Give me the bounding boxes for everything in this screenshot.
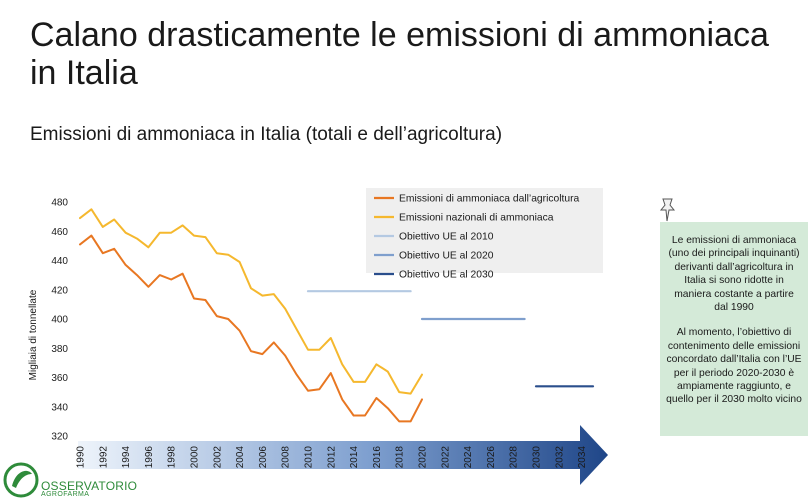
y-tick-label: 420 [51, 285, 68, 296]
logo-mark-icon [3, 462, 39, 498]
pushpin-icon [659, 198, 676, 222]
x-tick-label: 1998 [167, 446, 178, 469]
y-tick-label: 460 [51, 227, 68, 238]
logo-subname: AGROFARMA [41, 491, 90, 498]
timeline-arrow [78, 425, 608, 485]
series-line-1 [79, 234, 423, 423]
x-tick-label: 2026 [486, 446, 497, 469]
x-tick-label: 2018 [395, 446, 406, 469]
series-line-2 [79, 208, 423, 395]
x-tick-label: 1990 [76, 446, 87, 469]
legend-box [366, 188, 603, 273]
chart-subtitle: Emissioni di ammoniaca in Italia (totali… [30, 124, 503, 145]
y-tick-label: 340 [51, 402, 68, 413]
slide-title: Calano drasticamente le emissioni di amm… [30, 16, 769, 92]
logo-name: OSSERVATORIO [41, 479, 138, 493]
x-tick-label: 2012 [326, 446, 337, 469]
y-axis-label: Migliaia di tonnellate [28, 289, 39, 380]
x-tick-label: 2016 [372, 446, 383, 469]
note-paragraph-1: Le emissioni di ammoniaca (uno dei princ… [668, 235, 800, 314]
x-tick-label: 2030 [532, 446, 543, 469]
y-tick-label: 320 [51, 432, 68, 443]
x-tick-label: 2008 [281, 446, 292, 469]
x-tick-label: 2002 [212, 446, 223, 469]
x-tick-label: 2022 [440, 446, 451, 469]
y-tick-label: 480 [51, 198, 68, 209]
info-note: Le emissioni di ammoniaca (uno dei princ… [660, 222, 808, 436]
legend-entry: Obiettivo UE al 2020 [399, 251, 494, 262]
legend-entry: Emissioni di ammoniaca dall’agricoltura [399, 194, 580, 205]
x-tick-label: 2020 [418, 446, 429, 469]
legend-entry: Obiettivo UE al 2010 [399, 232, 494, 243]
x-tick-label: 1994 [121, 446, 132, 469]
x-tick-label: 1996 [144, 446, 155, 469]
y-tick-label: 400 [51, 315, 68, 326]
x-tick-label: 1992 [98, 446, 109, 469]
y-tick-label: 440 [51, 256, 68, 267]
legend-entry: Emissioni nazionali di ammoniaca [399, 213, 554, 224]
x-tick-label: 2034 [577, 446, 588, 469]
x-tick-label: 2006 [258, 446, 269, 469]
x-tick-label: 2024 [463, 446, 474, 469]
x-tick-label: 2032 [554, 446, 565, 469]
y-tick-label: 380 [51, 344, 68, 355]
x-tick-label: 2014 [349, 446, 360, 469]
note-paragraph-2: Al momento, l’obiettivo di contenimento … [666, 327, 802, 406]
y-tick-label: 360 [51, 373, 68, 384]
x-tick-label: 2000 [190, 446, 201, 469]
x-tick-label: 2004 [235, 446, 246, 469]
legend-entry: Obiettivo UE al 2030 [399, 270, 494, 281]
x-tick-label: 2010 [304, 446, 315, 469]
x-tick-label: 2028 [509, 446, 520, 469]
